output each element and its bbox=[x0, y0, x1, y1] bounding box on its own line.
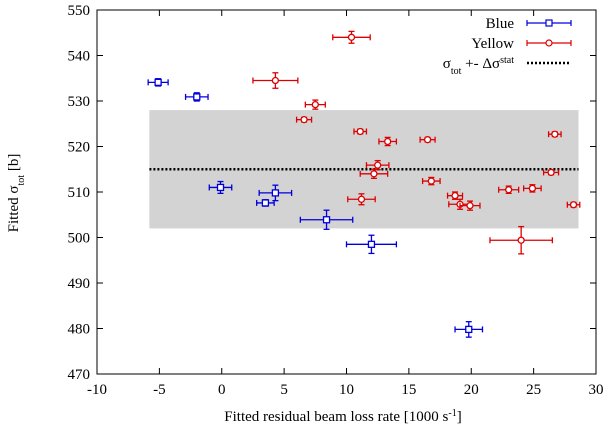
x-tick-label: -10 bbox=[87, 382, 107, 398]
legend-label-yellow: Yellow bbox=[471, 36, 514, 52]
y-tick-label: 530 bbox=[68, 94, 91, 110]
x-tick-label: 15 bbox=[401, 382, 416, 398]
x-axis-title-sup: -1 bbox=[448, 408, 456, 419]
yellow-point bbox=[421, 176, 441, 186]
y-axis-title-text: Fitted σ bbox=[6, 185, 22, 232]
legend-label-line: σtot +- Δσstat bbox=[443, 55, 514, 77]
legend-label-blue: Blue bbox=[486, 16, 515, 32]
legend-line-sub: tot bbox=[451, 66, 462, 77]
yellow-point bbox=[347, 193, 376, 206]
plot-frame bbox=[96, 9, 597, 375]
legend: Blue Yellow σtot +- Δσstat bbox=[443, 16, 572, 77]
yellow-point bbox=[295, 116, 313, 124]
yellow-point bbox=[365, 159, 390, 171]
y-tick-label: 490 bbox=[68, 276, 91, 292]
x-tick-label: 30 bbox=[589, 382, 604, 398]
blue-point bbox=[299, 209, 354, 230]
legend-line-sup: stat bbox=[500, 55, 514, 66]
blue-point bbox=[147, 78, 169, 87]
legend-marker-yellow bbox=[526, 39, 572, 47]
x-axis-title-end: ] bbox=[457, 409, 462, 425]
y-axis-title-end: [b] bbox=[6, 154, 22, 175]
x-axis-title: Fitted residual beam loss rate [1000 s-1… bbox=[224, 408, 461, 426]
yellow-point bbox=[489, 225, 553, 255]
yellow-point bbox=[446, 191, 464, 200]
blue-point bbox=[184, 92, 209, 102]
x-tick-label: 10 bbox=[339, 382, 354, 398]
x-axis-title-text: Fitted residual beam loss rate [1000 s bbox=[224, 409, 448, 425]
y-tick-label: 510 bbox=[68, 185, 91, 201]
y-tick-label: 500 bbox=[68, 231, 91, 247]
blue-point bbox=[345, 234, 398, 255]
y-tick-label: 550 bbox=[68, 3, 91, 19]
series-yellow bbox=[252, 30, 581, 255]
yellow-point bbox=[304, 99, 326, 110]
x-tick-label: 20 bbox=[464, 382, 479, 398]
y-tick-label: 480 bbox=[68, 322, 91, 338]
y-axis-title: Fitted σtot [b] bbox=[6, 154, 27, 233]
yellow-point bbox=[566, 201, 581, 209]
legend-line-sigma: σ bbox=[443, 56, 451, 72]
yellow-point bbox=[419, 136, 436, 144]
x-tick-label: -5 bbox=[153, 382, 166, 398]
yellow-point bbox=[359, 168, 389, 180]
yellow-point bbox=[252, 72, 299, 89]
x-tick-label: 0 bbox=[218, 382, 226, 398]
blue-point bbox=[208, 180, 233, 195]
data-points bbox=[147, 30, 581, 338]
yellow-point bbox=[522, 184, 542, 193]
yellow-point bbox=[459, 200, 481, 211]
yellow-point bbox=[542, 168, 560, 177]
yellow-point bbox=[547, 130, 562, 138]
x-tick-label: 5 bbox=[280, 382, 288, 398]
tick-labels: -10 -5 0 5 10 15 20 25 3047048049050051052053054… bbox=[68, 3, 604, 398]
yellow-point bbox=[353, 127, 368, 136]
y-axis-title-sub: tot bbox=[16, 175, 27, 186]
yellow-point bbox=[378, 136, 398, 147]
series-blue bbox=[147, 78, 484, 338]
x-tick-label: 25 bbox=[526, 382, 541, 398]
blue-point bbox=[454, 321, 484, 338]
y-tick-label: 470 bbox=[68, 367, 91, 383]
yellow-point bbox=[332, 30, 371, 44]
y-tick-label: 520 bbox=[68, 140, 91, 156]
yellow-point bbox=[498, 185, 520, 195]
legend-marker-blue bbox=[526, 19, 572, 27]
legend-line-mid: +- Δσ bbox=[461, 56, 500, 72]
y-tick-label: 540 bbox=[68, 49, 91, 65]
blue-point bbox=[258, 184, 293, 202]
